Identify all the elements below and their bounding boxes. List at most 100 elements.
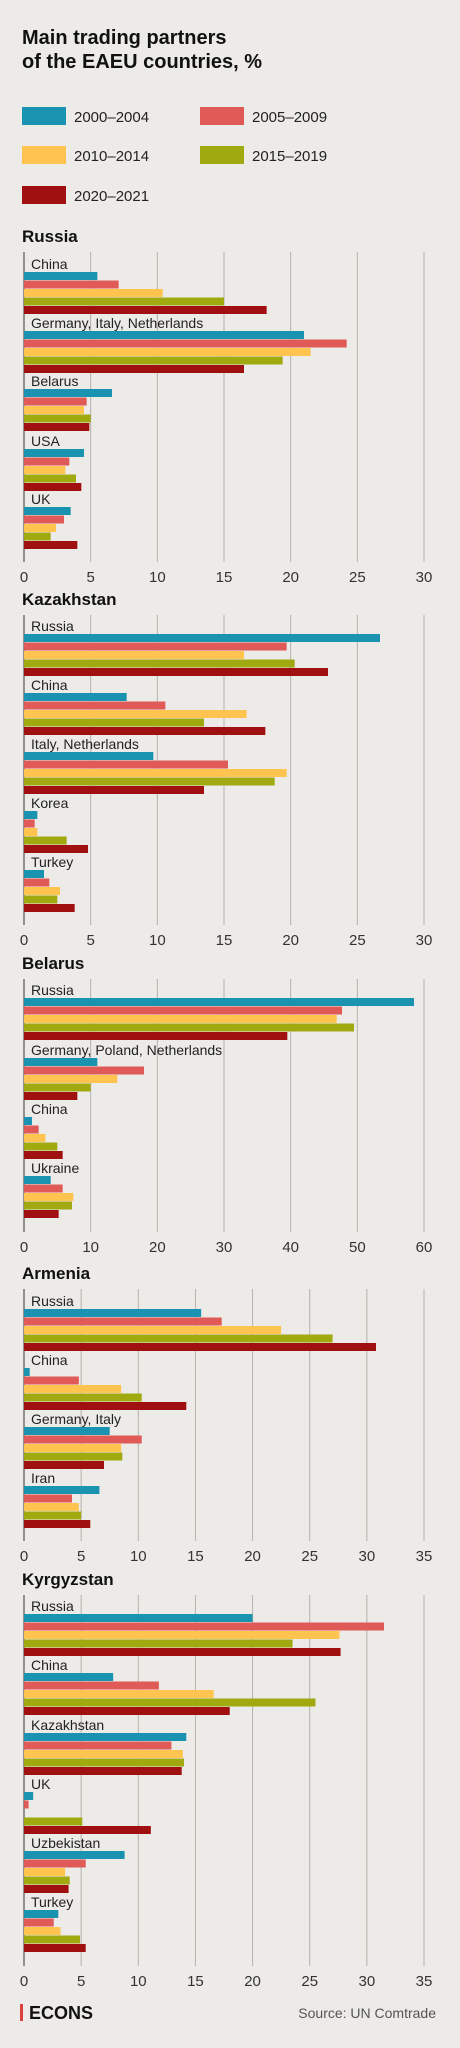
bar-russia-uk-2010-2014 (24, 524, 56, 532)
bar-kazakhstan-china-2000-2004 (24, 693, 127, 701)
tick-label-belarus: 50 (349, 1239, 366, 1256)
tick-label-russia: 5 (86, 569, 94, 586)
bar-russia-uk-2000-2004 (24, 507, 71, 515)
bar-kyrgyzstan-china-2020-2021 (24, 1707, 230, 1715)
category-label-uk: UK (31, 491, 51, 507)
legend-label-2005-2009: 2005–2009 (252, 109, 327, 126)
bar-belarus-russia-2010-2014 (24, 1015, 337, 1023)
chart-panels: Russia China Germany, Italy, Netherlands Be… (20, 227, 433, 1990)
panel-kyrgyzstan: Kyrgyzstan Russia China Kazakhstan UK Uzbekis… (20, 1570, 433, 1990)
bar-russia-usa-2005-2009 (24, 457, 70, 466)
bar-kazakhstan-turkey-2015-2019 (24, 895, 58, 904)
category-label-belarus: Belarus (31, 373, 78, 389)
legend-swatch-2005-2009 (200, 107, 244, 125)
bar-kyrgyzstan-uk-2005-2009 (24, 1800, 29, 1809)
bar-kazakhstan-italy-netherlands-2000-2004 (24, 752, 154, 760)
bar-belarus-germany-poland-netherlands-2015-2019 (24, 1083, 91, 1092)
bar-kyrgyzstan-uzbekistan-2010-2014 (24, 1868, 66, 1876)
bar-kyrgyzstan-uzbekistan-2015-2019 (24, 1876, 70, 1885)
bar-kyrgyzstan-china-2005-2009 (24, 1681, 159, 1690)
bar-belarus-germany-poland-netherlands-2005-2009 (24, 1066, 144, 1075)
panel-title-kyrgyzstan: Kyrgyzstan (22, 1570, 114, 1589)
bar-kazakhstan-russia-2005-2009 (24, 642, 287, 651)
bar-russia-china-2020-2021 (24, 306, 267, 314)
bar-belarus-china-2000-2004 (24, 1117, 32, 1125)
bar-russia-uk-2020-2021 (24, 541, 78, 549)
category-label-russia: Russia (31, 1598, 74, 1614)
legend-swatch-2020-2021 (22, 186, 66, 204)
bar-russia-china-2015-2019 (24, 297, 224, 306)
bar-kazakhstan-turkey-2020-2021 (24, 904, 75, 912)
tick-label-armenia: 20 (244, 1548, 261, 1565)
category-label-usa: USA (31, 433, 60, 449)
category-label-russia: Russia (31, 982, 74, 998)
bar-russia-uk-2005-2009 (24, 515, 64, 524)
bar-armenia-russia-2010-2014 (24, 1326, 282, 1334)
bar-russia-china-2010-2014 (24, 289, 163, 297)
bar-kyrgyzstan-turkey-2000-2004 (24, 1910, 59, 1918)
bar-kazakhstan-russia-2020-2021 (24, 668, 328, 676)
bar-kazakhstan-italy-netherlands-2015-2019 (24, 777, 275, 786)
tick-label-russia: 15 (216, 569, 233, 586)
panel-russia: Russia China Germany, Italy, Netherlands Be… (20, 227, 433, 586)
bar-armenia-iran-2015-2019 (24, 1511, 82, 1520)
bar-belarus-china-2010-2014 (24, 1134, 46, 1142)
bar-armenia-germany-italy-2000-2004 (24, 1427, 110, 1435)
bar-kyrgyzstan-kazakhstan-2010-2014 (24, 1750, 183, 1758)
bar-kyrgyzstan-russia-2015-2019 (24, 1639, 293, 1648)
tick-label-kyrgyzstan: 15 (187, 1973, 204, 1990)
category-label-uzbekistan: Uzbekistan (31, 1835, 100, 1851)
tick-label-armenia: 15 (187, 1548, 204, 1565)
bar-armenia-iran-2020-2021 (24, 1520, 91, 1528)
bar-armenia-iran-2005-2009 (24, 1494, 72, 1503)
bar-kazakhstan-turkey-2000-2004 (24, 870, 44, 878)
bar-russia-usa-2015-2019 (24, 474, 76, 483)
bar-belarus-russia-2015-2019 (24, 1023, 354, 1032)
category-label-germany-italy-netherlands: Germany, Italy, Netherlands (31, 315, 203, 331)
bar-armenia-germany-italy-2015-2019 (24, 1452, 123, 1461)
tick-label-belarus: 10 (82, 1239, 99, 1256)
bar-kyrgyzstan-kazakhstan-2005-2009 (24, 1741, 172, 1750)
tick-label-belarus: 60 (416, 1239, 433, 1256)
category-label-kazakhstan: Kazakhstan (31, 1717, 104, 1733)
bar-belarus-russia-2020-2021 (24, 1032, 288, 1040)
tick-label-kyrgyzstan: 20 (244, 1973, 261, 1990)
bar-belarus-ukraine-2000-2004 (24, 1176, 51, 1184)
bar-kyrgyzstan-turkey-2005-2009 (24, 1918, 54, 1927)
legend-label-2015-2019: 2015–2019 (252, 148, 327, 165)
tick-label-armenia: 35 (416, 1548, 433, 1565)
panel-title-russia: Russia (22, 227, 78, 246)
bar-russia-china-2000-2004 (24, 272, 98, 280)
panel-belarus: Belarus Russia Germany, Poland, Netherland… (20, 954, 433, 1256)
bar-russia-china-2005-2009 (24, 280, 119, 289)
bar-belarus-ukraine-2010-2014 (24, 1193, 74, 1201)
bar-armenia-china-2020-2021 (24, 1402, 187, 1410)
tick-label-kazakhstan: 25 (349, 932, 366, 949)
category-label-germany-poland-netherlands: Germany, Poland, Netherlands (31, 1042, 222, 1058)
tick-label-russia: 25 (349, 569, 366, 586)
bar-kazakhstan-china-2015-2019 (24, 718, 204, 727)
bar-kazakhstan-china-2010-2014 (24, 710, 247, 718)
category-label-china: China (31, 1352, 68, 1368)
bar-kyrgyzstan-uk-2020-2021 (24, 1826, 151, 1834)
bar-kazakhstan-korea-2020-2021 (24, 845, 88, 853)
bar-kyrgyzstan-china-2000-2004 (24, 1673, 114, 1681)
bar-kyrgyzstan-russia-2020-2021 (24, 1648, 341, 1656)
tick-label-russia: 20 (282, 569, 299, 586)
bar-russia-belarus-2000-2004 (24, 389, 112, 397)
tick-label-kazakhstan: 20 (282, 932, 299, 949)
tick-label-kazakhstan: 0 (20, 932, 28, 949)
category-label-china: China (31, 256, 68, 272)
category-label-uk: UK (31, 1776, 51, 1792)
legend-swatch-2010-2014 (22, 146, 66, 164)
bar-kyrgyzstan-turkey-2015-2019 (24, 1935, 80, 1944)
bar-belarus-china-2005-2009 (24, 1125, 39, 1134)
bar-belarus-germany-poland-netherlands-2010-2014 (24, 1075, 118, 1083)
category-label-ukraine: Ukraine (31, 1160, 79, 1176)
bar-russia-germany-italy-netherlands-2020-2021 (24, 365, 244, 373)
category-label-germany-italy: Germany, Italy (31, 1411, 121, 1427)
category-label-russia: Russia (31, 618, 74, 634)
bar-russia-germany-italy-netherlands-2000-2004 (24, 331, 304, 339)
bar-kyrgyzstan-russia-2005-2009 (24, 1622, 384, 1631)
